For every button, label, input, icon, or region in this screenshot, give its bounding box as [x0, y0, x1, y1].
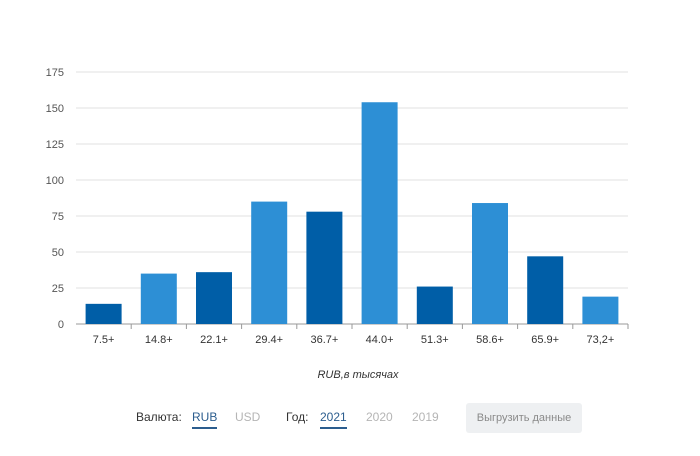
bar[interactable] [582, 296, 619, 324]
x-tick-label: 65.9+ [531, 334, 559, 346]
export-data-button[interactable]: Выгрузить данные [466, 403, 582, 433]
x-tick-label: 44.0+ [366, 334, 394, 346]
bar[interactable] [306, 211, 343, 324]
x-tick-label: 73,2+ [586, 334, 614, 346]
y-tick-label: 50 [52, 247, 64, 259]
year-option-2021[interactable]: 2021 [320, 410, 347, 429]
bar[interactable] [416, 286, 453, 324]
currency-option-rub[interactable]: RUB [192, 410, 218, 429]
currency-option-usd[interactable]: USD [235, 410, 261, 424]
y-axis: 0 25 50 75 100 125 150 175 [46, 67, 64, 331]
bar[interactable] [85, 303, 122, 324]
bar[interactable] [196, 272, 232, 324]
y-tick-label: 100 [46, 175, 64, 187]
x-axis: 7.5+ 14.8+ 22.1+ 29.4+ 36.7+ 44.0+ 51.3+ 58.6+ 6… [93, 324, 629, 346]
year-label: Год: [286, 410, 309, 424]
y-tick-label: 25 [52, 283, 64, 295]
y-tick-label: 150 [46, 103, 64, 115]
x-tick-label: 14.8+ [145, 334, 173, 346]
bar[interactable] [472, 203, 508, 324]
y-tick-label: 125 [46, 139, 64, 151]
x-tick-label: 51.3+ [421, 334, 449, 346]
y-tick-label: 0 [58, 319, 64, 331]
currency-label: Валюта: [136, 410, 182, 424]
x-tick-label: 22.1+ [200, 334, 228, 346]
bars [85, 102, 619, 325]
chart-controls: Валюта: RUB USD Год: 2021 2020 2019 Выгр… [0, 400, 700, 436]
year-option-2020[interactable]: 2020 [366, 410, 393, 424]
bar[interactable] [527, 256, 564, 324]
bar[interactable] [251, 201, 288, 324]
year-option-2019[interactable]: 2019 [412, 410, 439, 424]
x-tick-label: 29.4+ [255, 334, 283, 346]
x-axis-label: RUB,в тысячах [317, 369, 399, 381]
y-tick-label: 75 [52, 211, 64, 223]
x-tick-label: 58.6+ [476, 334, 504, 346]
histogram-chart: 0 25 50 75 100 125 150 175 7.5+ 14.8+ 22.1+ 29.4+ 3… [46, 67, 629, 381]
bar[interactable] [361, 102, 398, 325]
y-tick-label: 175 [46, 67, 64, 79]
x-tick-label: 7.5+ [93, 334, 115, 346]
bar[interactable] [140, 273, 177, 324]
x-tick-label: 36.7+ [310, 334, 338, 346]
